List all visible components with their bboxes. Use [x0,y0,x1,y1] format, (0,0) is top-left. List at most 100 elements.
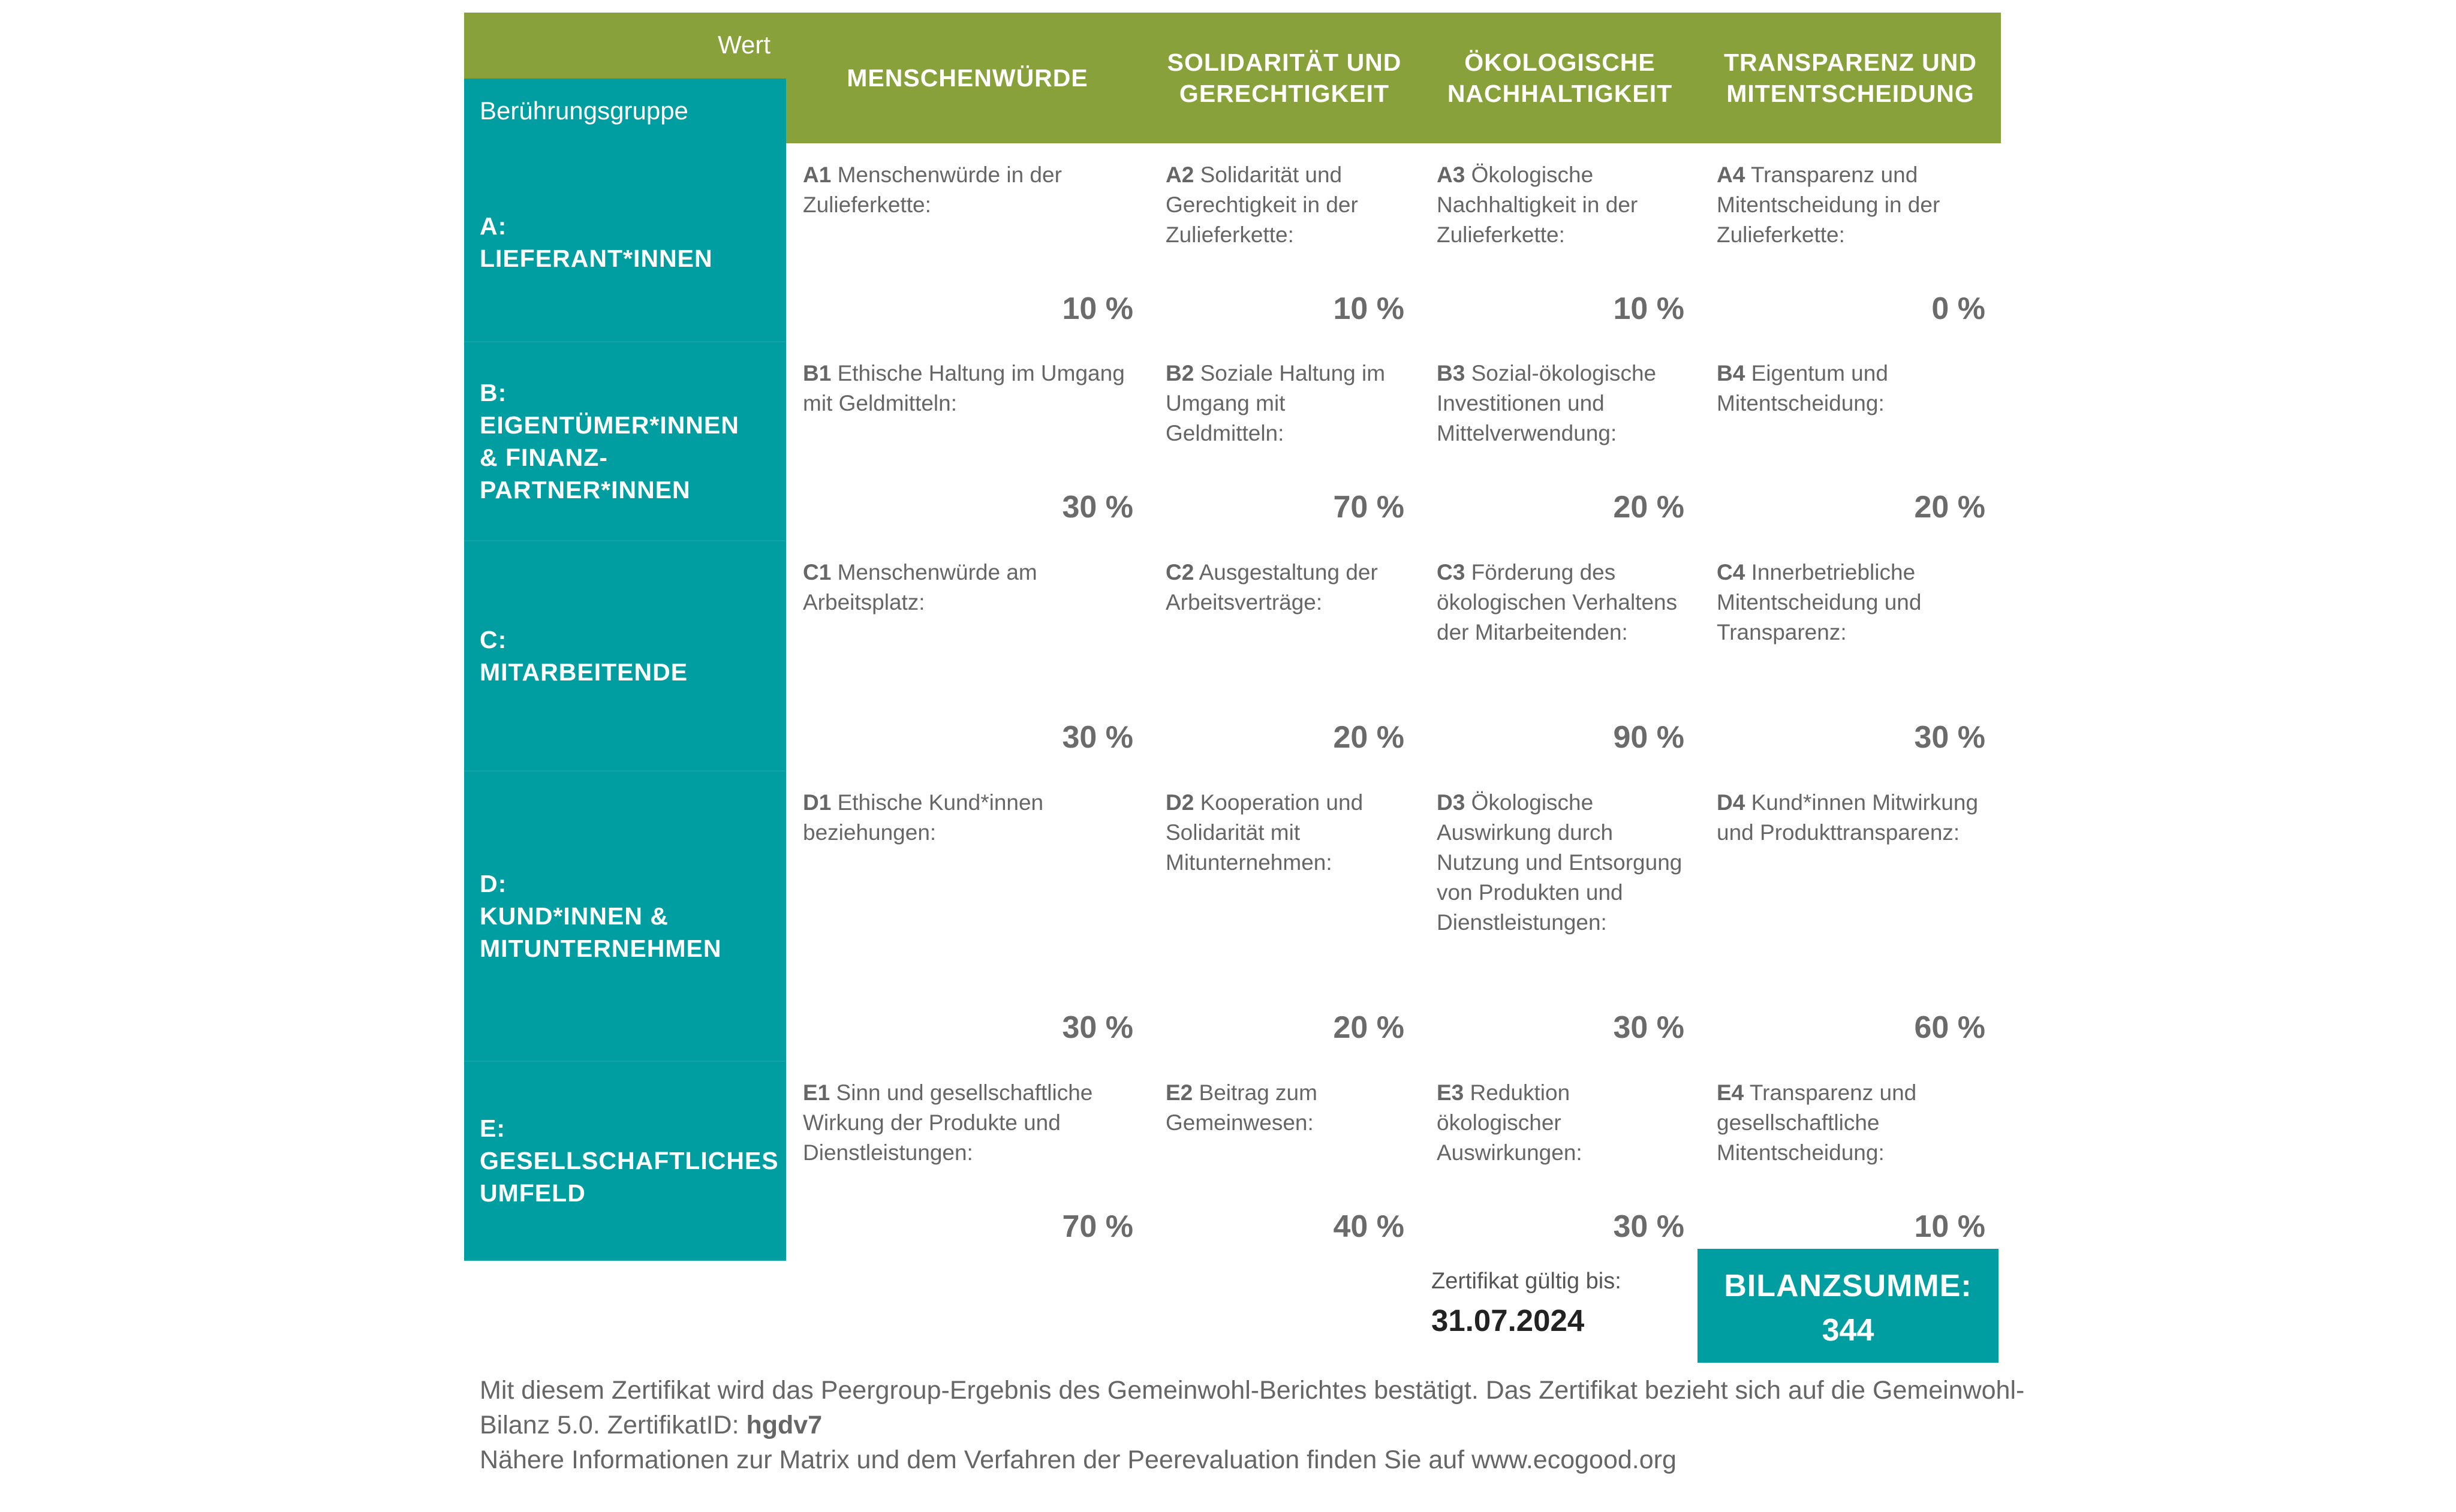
field-code: C1 [803,560,832,585]
beruehrungsgruppe-label-text: B: EIGENTÜMER*INNEN & FINANZ- PARTNER*IN… [480,379,739,504]
field-description: B1 Ethische Haltung im Umgang mit Geldmi… [803,359,1137,418]
field-percentage: 10 % [1062,291,1133,326]
field-text: Beitrag zum Gemeinwesen: [1166,1080,1317,1135]
field-description: E2 Beitrag zum Gemeinwesen: [1166,1078,1408,1138]
certificate-valid-label: Zertifikat gültig bis: [1431,1269,1621,1294]
field-description: A4 Transparenz und Mitentscheidung in de… [1717,160,1989,250]
field-code: B3 [1437,361,1465,385]
field-percentage: 70 % [1333,490,1404,525]
field-code: C3 [1437,560,1465,585]
matrix-field: E4 Transparenz und gesellschaftliche Mit… [1700,1061,2001,1260]
matrix-row: E: GESELLSCHAFTLICHES UMFELD E1 Sinn und … [464,1061,2001,1261]
beruehrungsgruppe-cell: A: LIEFERANT*INNEN [464,143,786,342]
field-percentage: 20 % [1914,490,1985,525]
certificate-valid-date: 31.07.2024 [1431,1303,1585,1338]
field-description: D1 Ethische Kund*innen beziehungen: [803,788,1137,848]
field-description: A2 Solidarität und Gerechtigkeit in der … [1166,160,1408,250]
field-text: Kooperation und Solidarität mit Mitunter… [1166,790,1364,875]
field-text: Reduktion ökologischer Auswirkungen: [1437,1080,1582,1165]
matrix-field: A2 Solidarität und Gerechtigkeit in der … [1149,143,1420,342]
matrix-field: B4 Eigentum und Mitentscheidung: 20 % [1700,342,2001,541]
field-description: D3 Ökologische Auswirkung durch Nutzung … [1437,788,1688,938]
matrix-field: C2 Ausgestaltung der Arbeitsverträge: 20 … [1149,541,1420,771]
beruehrungsgruppe-label-text: A: LIEFERANT*INNEN [480,212,713,272]
field-code: B4 [1717,361,1745,385]
field-percentage: 90 % [1613,720,1684,755]
matrix-field: C4 Innerbetriebliche Mitentscheidung und… [1700,541,2001,771]
field-code: E2 [1166,1080,1193,1105]
field-percentage: 30 % [1914,720,1985,755]
beruehrungsgruppe-label-text: C: MITARBEITENDE [480,626,688,686]
matrix-field: E1 Sinn und gesellschaftliche Wirkung de… [786,1061,1149,1260]
matrix-field: C1 Menschenwürde am Arbeitsplatz: 30 % [786,541,1149,771]
matrix-row: C: MITARBEITENDE C1 Menschenwürde am Arbe… [464,541,2001,772]
certificate-id: hgdv7 [746,1411,823,1439]
field-text: Innerbetriebliche Mitentscheidung und Tr… [1717,560,1922,644]
footer-line-2: Nähere Informationen zur Matrix und dem … [480,1445,1677,1474]
value-header-transparenz: TRANSPARENZ UND MITENTSCHEIDUNG [1700,13,2001,143]
field-text: Ausgestaltung der Arbeitsverträge: [1166,560,1378,615]
matrix-row: D: KUND*INNEN & MITUNTERNEHMEN D1 Ethisch… [464,771,2001,1062]
matrix-field: C3 Förderung des ökologischen Verhaltens… [1420,541,1700,771]
field-text: Kund*innen Mitwirkung und Produkttranspa… [1717,790,1979,845]
matrix-field: A1 Menschenwürde in der Zulieferkette: 10… [786,143,1149,342]
field-text: Ethische Kund*innen beziehungen: [803,790,1044,845]
field-description: E1 Sinn und gesellschaftliche Wirkung de… [803,1078,1137,1168]
matrix-field: E2 Beitrag zum Gemeinwesen: 40 % [1149,1061,1420,1260]
field-code: A4 [1717,162,1745,187]
field-description: C3 Förderung des ökologischen Verhaltens… [1437,558,1688,647]
wert-label: Wert [464,13,786,79]
field-code: A2 [1166,162,1194,187]
beruehrungsgruppe-cell: E: GESELLSCHAFTLICHES UMFELD [464,1061,786,1261]
field-percentage: 10 % [1914,1209,1985,1244]
matrix-field: D3 Ökologische Auswirkung durch Nutzung … [1420,771,1700,1061]
field-percentage: 20 % [1613,490,1684,525]
beruehrungsgruppe-label-text: D: KUND*INNEN & MITUNTERNEHMEN [480,870,722,962]
beruehrungsgruppe-cell: B: EIGENTÜMER*INNEN & FINANZ- PARTNER*IN… [464,342,786,541]
field-code: E3 [1437,1080,1464,1105]
beruehrungsgruppe-cell: C: MITARBEITENDE [464,541,786,772]
field-description: B4 Eigentum und Mitentscheidung: [1717,359,1989,418]
field-description: D2 Kooperation und Solidarität mit Mitun… [1166,788,1408,878]
matrix-field: B1 Ethische Haltung im Umgang mit Geldmi… [786,342,1149,541]
matrix-row: B: EIGENTÜMER*INNEN & FINANZ- PARTNER*IN… [464,342,2001,541]
field-text: Sinn und gesellschaftliche Wirkung der P… [803,1080,1093,1165]
footer-line-1: Mit diesem Zertifikat wird das Peergroup… [480,1376,2025,1439]
balance-sum-value: 344 [1822,1313,1874,1348]
value-header-solidaritaet: SOLIDARITÄT UND GERECHTIGKEIT [1149,13,1420,143]
field-code: C2 [1166,560,1194,585]
field-code: E1 [803,1080,830,1105]
gemeinwohl-matrix: Wert Berührungsgruppe MENSCHENWÜRDE SOLI… [464,13,2001,1261]
field-code: A3 [1437,162,1465,187]
field-code: B2 [1166,361,1194,385]
field-description: E4 Transparenz und gesellschaftliche Mit… [1717,1078,1989,1168]
matrix-field: E3 Reduktion ökologischer Auswirkungen: 3… [1420,1061,1700,1260]
field-percentage: 30 % [1062,490,1133,525]
field-text: Menschenwürde am Arbeitsplatz: [803,560,1037,615]
field-text: Ökologische Auswirkung durch Nutzung und… [1437,790,1683,935]
field-text: Solidarität und Gerechtigkeit in der Zul… [1166,162,1358,247]
matrix-field: B3 Sozial-ökologische Investitionen und … [1420,342,1700,541]
field-percentage: 60 % [1914,1010,1985,1045]
field-description: E3 Reduktion ökologischer Auswirkungen: [1437,1078,1688,1168]
field-text: Menschenwürde in der Zulieferkette: [803,162,1062,217]
field-description: C4 Innerbetriebliche Mitentscheidung und… [1717,558,1989,647]
field-description: C1 Menschenwürde am Arbeitsplatz: [803,558,1137,618]
field-percentage: 20 % [1333,1010,1404,1045]
matrix-field: A3 Ökologische Nachhaltigkeit in der Zul… [1420,143,1700,342]
field-percentage: 10 % [1613,291,1684,326]
field-code: D3 [1437,790,1465,815]
field-text: Soziale Haltung im Umgang mit Geldmittel… [1166,361,1386,445]
field-description: B2 Soziale Haltung im Umgang mit Geldmit… [1166,359,1408,448]
matrix-field: B2 Soziale Haltung im Umgang mit Geldmit… [1149,342,1420,541]
matrix-field: A4 Transparenz und Mitentscheidung in de… [1700,143,2001,342]
field-percentage: 40 % [1333,1209,1404,1244]
field-percentage: 30 % [1613,1010,1684,1045]
matrix-field: D4 Kund*innen Mitwirkung und Produkttran… [1700,771,2001,1061]
field-percentage: 20 % [1333,720,1404,755]
field-code: D1 [803,790,832,815]
field-percentage: 30 % [1062,720,1133,755]
balance-sum-label: BILANZSUMME: [1724,1269,1972,1303]
field-description: D4 Kund*innen Mitwirkung und Produkttran… [1717,788,1989,848]
field-description: A3 Ökologische Nachhaltigkeit in der Zul… [1437,160,1688,250]
